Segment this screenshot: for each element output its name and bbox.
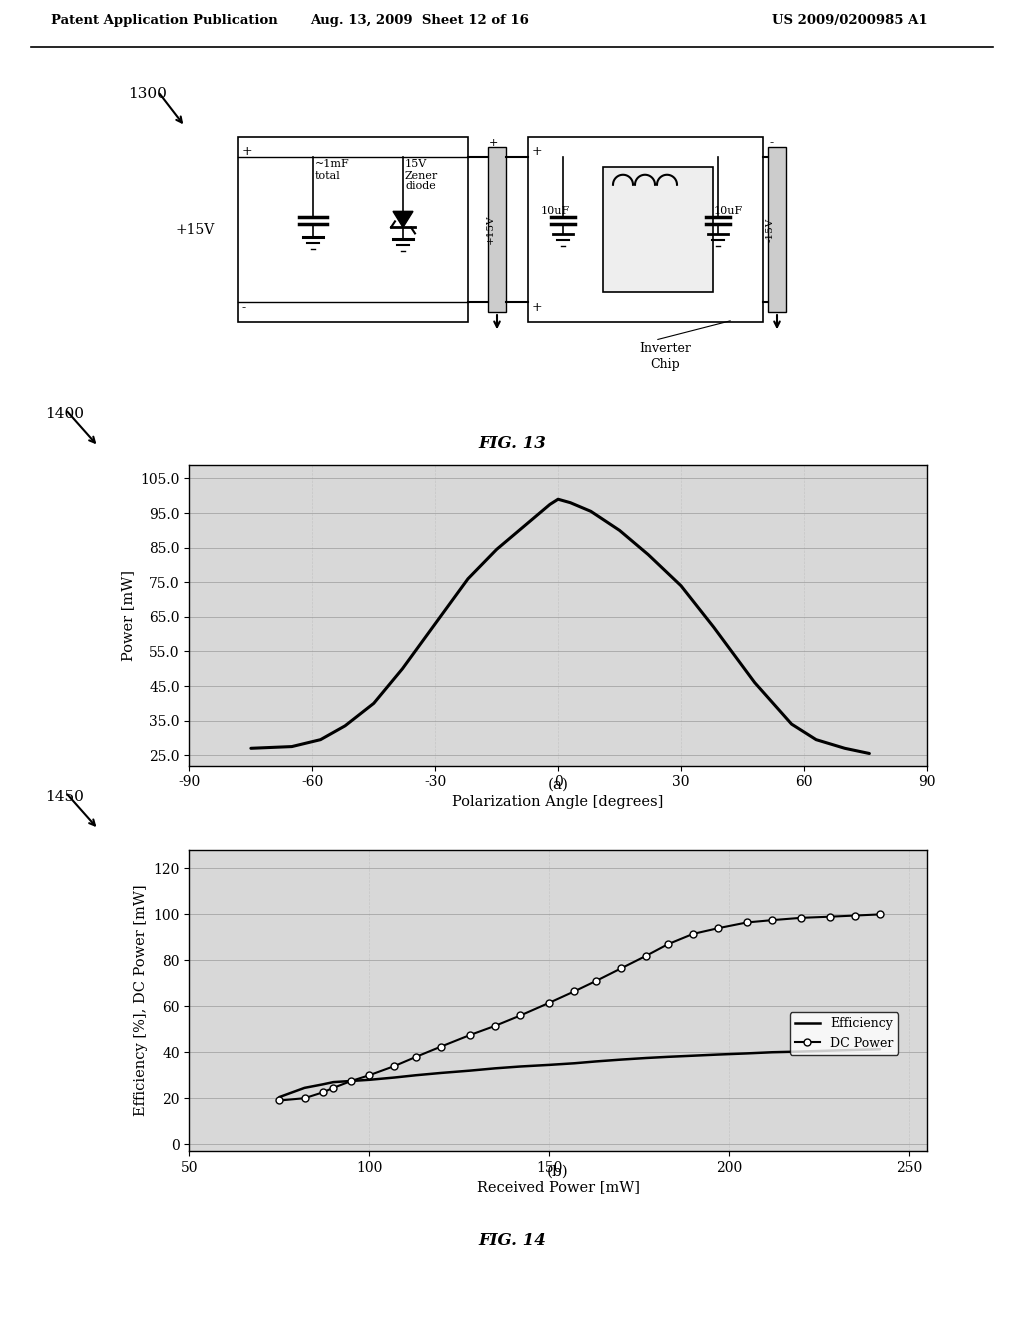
Text: Patent Application Publication: Patent Application Publication <box>51 15 278 26</box>
Bar <box>488 147 506 312</box>
Text: 10uF: 10uF <box>714 206 743 216</box>
Text: +: + <box>489 137 499 148</box>
Text: 15V: 15V <box>406 158 427 169</box>
X-axis label: Polarization Angle [degrees]: Polarization Angle [degrees] <box>453 795 664 809</box>
Bar <box>603 166 713 292</box>
Y-axis label: Power [mW]: Power [mW] <box>121 570 135 660</box>
Text: total: total <box>315 170 341 181</box>
Legend: Efficiency, DC Power: Efficiency, DC Power <box>790 1012 898 1055</box>
Text: +: + <box>532 145 543 157</box>
Text: -: - <box>769 136 773 149</box>
Text: -15V: -15V <box>766 218 775 242</box>
Bar <box>768 147 786 312</box>
Text: ~1mF: ~1mF <box>315 158 350 169</box>
Text: -: - <box>242 301 246 314</box>
Text: Inverter: Inverter <box>639 342 691 355</box>
Text: Zener: Zener <box>406 170 438 181</box>
X-axis label: Received Power [mW]: Received Power [mW] <box>476 1180 640 1195</box>
Text: +15V: +15V <box>486 215 495 244</box>
Text: (a): (a) <box>548 777 568 792</box>
Text: FIG. 13: FIG. 13 <box>478 436 546 451</box>
Text: Chip: Chip <box>650 358 680 371</box>
Text: +: + <box>532 301 543 314</box>
Text: Aug. 13, 2009  Sheet 12 of 16: Aug. 13, 2009 Sheet 12 of 16 <box>310 15 529 26</box>
Text: +15V: +15V <box>175 223 215 236</box>
Polygon shape <box>393 211 413 227</box>
Text: +: + <box>242 145 253 157</box>
Text: diode: diode <box>406 181 436 191</box>
Bar <box>528 137 763 322</box>
Text: US 2009/0200985 A1: US 2009/0200985 A1 <box>772 15 928 26</box>
Text: 10uF: 10uF <box>541 206 570 216</box>
Text: FIG. 14: FIG. 14 <box>478 1233 546 1249</box>
Bar <box>238 137 468 322</box>
Text: 1300: 1300 <box>128 87 167 100</box>
Text: 1400: 1400 <box>45 407 84 421</box>
Text: 1450: 1450 <box>45 789 84 804</box>
Text: (b): (b) <box>547 1164 569 1179</box>
Y-axis label: Efficiency [%], DC Power [mW]: Efficiency [%], DC Power [mW] <box>134 884 147 1117</box>
